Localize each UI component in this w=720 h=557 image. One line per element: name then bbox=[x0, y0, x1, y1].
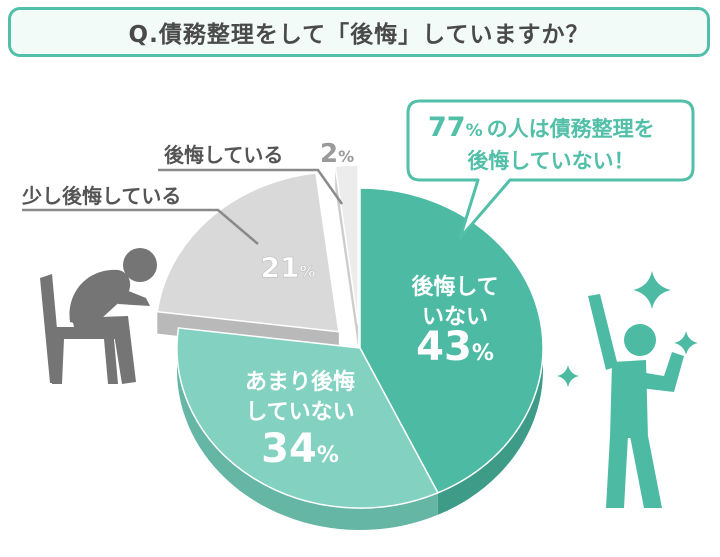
callout-number: 77% の人は債務整理を bbox=[428, 112, 655, 143]
chart-title: Q.債務整理をして「後悔」していますか？ bbox=[128, 22, 590, 48]
slice-label-1: あまり後悔 bbox=[245, 369, 355, 395]
happy-torso bbox=[610, 360, 648, 438]
happy-legs bbox=[606, 436, 662, 508]
slice-label-1: していない bbox=[245, 400, 354, 425]
slice-value-1: 34% bbox=[261, 426, 339, 472]
sparkle-icon bbox=[557, 365, 579, 387]
sparkle-icon bbox=[633, 271, 671, 309]
sad-head bbox=[123, 248, 157, 282]
slice-label-0: 後悔して bbox=[411, 274, 498, 300]
sad-legs bbox=[72, 316, 136, 384]
slice-label-3: 後悔している bbox=[164, 143, 283, 167]
sad-torso bbox=[69, 269, 131, 330]
sparkle-icon bbox=[674, 331, 698, 355]
pie-slice-side-0 bbox=[437, 348, 543, 515]
leader-line-somewhat bbox=[22, 208, 259, 245]
pie-slice-0 bbox=[359, 187, 544, 494]
happy-head bbox=[624, 324, 656, 356]
happy-arm-left bbox=[588, 294, 618, 370]
leader-line-regret bbox=[158, 168, 344, 205]
pie-slice-3 bbox=[334, 164, 359, 326]
pie-slice-side-1 bbox=[177, 348, 438, 530]
sad-arm bbox=[116, 286, 150, 306]
pie-slice-2 bbox=[156, 172, 340, 333]
slice-value-3: 2% bbox=[320, 139, 354, 169]
slice-label-2: 少し後悔している bbox=[21, 184, 181, 208]
slice-unit-2: % bbox=[299, 262, 315, 281]
callout-text-rest: の人は債務整理を bbox=[487, 117, 655, 141]
slice-unit-3: % bbox=[338, 147, 354, 166]
sad-person-sitting-icon bbox=[40, 248, 157, 384]
chart-title-box: Q.債務整理をして「後悔」していますか？ bbox=[8, 7, 710, 57]
slice-label-0: いない bbox=[422, 305, 488, 330]
callout-percent: % bbox=[466, 121, 483, 141]
chair-legs bbox=[52, 339, 118, 384]
callout-bubble bbox=[406, 99, 695, 240]
happy-arm-right bbox=[640, 352, 684, 392]
callout-line-2: 後悔していない！ bbox=[467, 149, 634, 173]
slice-unit-1: % bbox=[317, 443, 339, 468]
pie-slice-1 bbox=[176, 327, 439, 509]
happy-person-cheering-icon bbox=[588, 294, 684, 508]
slice-unit-0: % bbox=[472, 341, 494, 366]
pie-slice-face-3 bbox=[335, 166, 359, 348]
